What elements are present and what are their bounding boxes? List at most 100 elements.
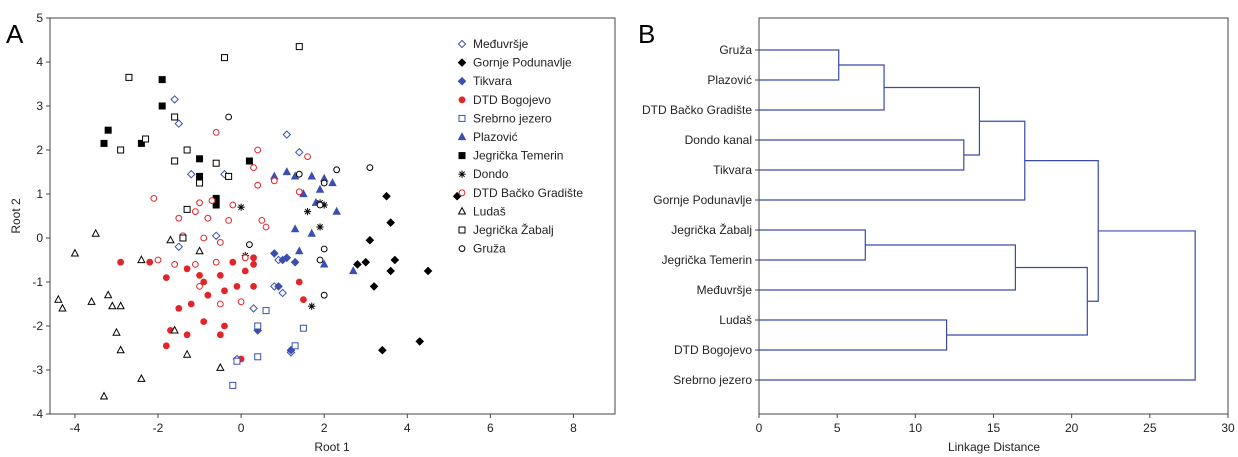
dendrogram-leaf-label: Jegrička Temerin [662,253,752,267]
scatter-point [166,235,175,244]
scatter-point [208,197,216,205]
scatter-point [183,146,191,154]
dendrogram-leaf-labels: Gruža Plazović DTD Bačko Gradište Dondo kan… [642,43,759,387]
dendrogram-x-axis-title: Linkage Distance [948,440,1040,454]
scatter-point [307,228,316,237]
scatter-point [162,342,170,350]
scatter-point [196,283,203,290]
scatter-point [249,304,258,313]
dendrogram-leaf-label: Jegrička Žabalj [671,222,752,237]
scatter-point [170,325,179,334]
scatter-point [250,164,257,172]
scatter-point [254,181,262,189]
scatter-point [237,298,245,306]
dendrogram-leaf-label: Tikvara [713,163,752,177]
scatter-point [186,169,196,179]
scatter-point [179,234,187,242]
dendrogram-x-tick-label: 15 [987,421,1001,435]
scatter-point [171,113,179,121]
legend-marker [457,132,467,141]
scatter-x-axis-title: Root 1 [314,440,350,454]
scatter-point [216,239,224,246]
scatter-point [237,203,245,211]
scatter-point [158,76,166,84]
scatter-point [112,327,121,336]
scatter-point [221,287,228,295]
dendrogram-leaf-label: Plazović [707,73,752,87]
scatter-point [282,253,292,263]
scatter-point [175,305,183,312]
scatter-point [365,235,375,245]
legend-marker [457,58,467,67]
dendrogram-leaf-label: DTD Bogojevo [674,343,752,357]
scatter-y-tick-label: -2 [32,319,43,333]
legend-marker [458,226,466,234]
scatter-point [104,126,112,134]
scatter-point [295,188,303,196]
scatter-point [320,179,328,187]
dendrogram-x-tick-label: 25 [1143,421,1157,435]
scatter-point [241,254,249,262]
scatter-point [220,54,228,62]
scatter-point [117,258,125,266]
scatter-point [183,265,191,273]
scatter-y-tick-label: -4 [32,407,43,421]
scatter-point [87,296,96,305]
scatter-point [183,331,191,339]
scatter-point [229,258,237,266]
scatter-point [369,282,379,291]
scatter-point [282,167,292,176]
legend-label: Plazović [473,130,518,144]
legend-marker [457,76,467,86]
scatter-point [254,322,262,330]
scatter-y-tick-label: 3 [36,99,43,113]
scatter-point [154,256,162,264]
scatter-point [254,146,262,154]
dendrogram-leaf-label: Gornje Podunavlje [653,193,752,207]
scatter-point [386,266,395,276]
scatter-point [291,342,299,350]
scatter-point [58,303,67,312]
scatter-point [250,261,257,268]
dendrogram-leaf-label: Dondo kanal [685,133,752,147]
scatter-point [142,135,150,143]
scatter-point [303,208,312,216]
scatter-point [117,146,125,154]
scatter-point [262,223,270,231]
scatter-point [103,290,113,299]
panel-a-letter: A [6,19,24,49]
scatter-point [182,349,192,358]
legend-marker [458,245,466,253]
dendrogram-x-tick-label: 30 [1221,421,1235,435]
scatter-point [233,283,241,290]
scatter-y-axis-title: Root 2 [9,198,23,234]
scatter-point [274,282,283,291]
scatter-point [308,302,316,310]
scatter-y-tick-label: -3 [32,363,43,377]
scatter-point [270,177,278,185]
scatter-x-tick-label: 4 [404,421,411,435]
scatter-point [200,278,208,286]
dendrogram-link [884,86,981,156]
scatter-point [233,357,241,365]
scatter-point [216,331,224,339]
scatter-y-tick-label: -1 [32,275,43,289]
scatter-point [225,172,233,180]
scatter-point [212,201,220,209]
dendrogram-frame [758,17,1229,415]
dendrogram-link [759,229,866,261]
scatter-point [192,261,199,268]
scatter-point [423,266,433,276]
scatter-point [187,300,195,308]
scatter-point [158,102,166,110]
scatter-point [216,362,225,371]
scatter-point [221,322,228,330]
scatter-point [319,259,329,268]
scatter-point [241,267,249,275]
scatter-point [307,171,316,180]
dendrogram-link [759,49,840,81]
dendrogram-x-tick-label: 0 [756,421,763,435]
scatter-point [245,157,253,165]
scatter-point [91,228,100,237]
